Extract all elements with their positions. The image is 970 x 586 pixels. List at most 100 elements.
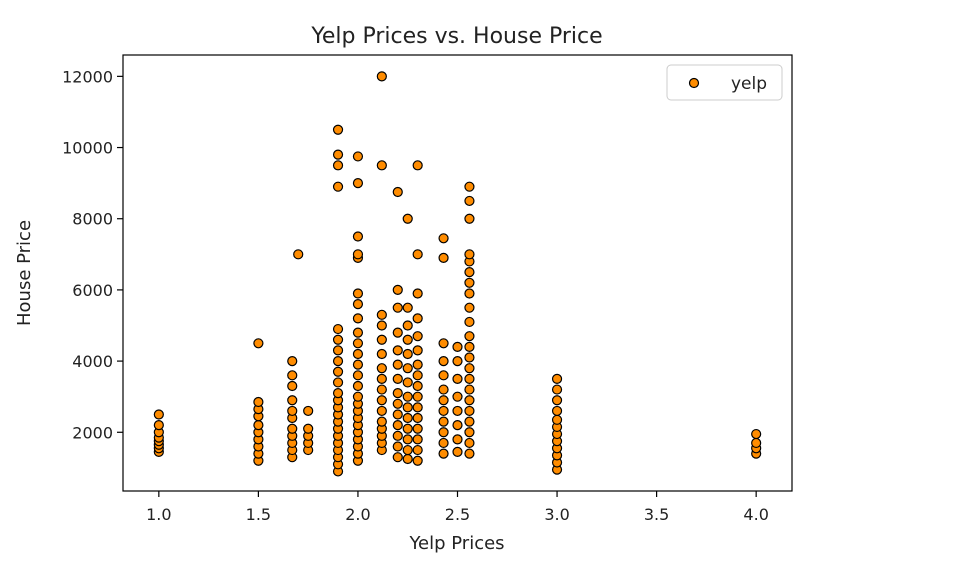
data-point <box>402 453 413 465</box>
data-point <box>376 363 387 374</box>
data-point <box>464 288 475 299</box>
data-point <box>153 420 164 431</box>
data-point <box>452 434 463 445</box>
data-point <box>287 370 298 381</box>
data-point <box>376 320 387 331</box>
data-point <box>412 288 423 299</box>
data-point <box>352 370 364 381</box>
data-point <box>402 363 413 374</box>
data-point <box>464 373 475 384</box>
data-point <box>452 355 463 367</box>
x-axis-label: Yelp Prices <box>408 533 504 554</box>
data-point <box>438 395 449 406</box>
data-point <box>392 420 403 431</box>
data-point <box>402 302 413 313</box>
data-point <box>464 213 475 224</box>
data-point <box>551 373 563 384</box>
data-point <box>464 437 475 449</box>
data-point <box>352 327 364 338</box>
data-point <box>464 384 475 395</box>
data-point <box>551 405 563 417</box>
data-point <box>376 71 387 82</box>
data-point <box>438 252 449 263</box>
data-point <box>402 213 413 224</box>
data-point <box>412 331 423 342</box>
data-point <box>412 444 423 456</box>
data-point <box>332 323 344 335</box>
data-point <box>352 231 364 242</box>
data-point <box>464 448 475 459</box>
data-point <box>452 373 463 384</box>
data-point <box>412 423 423 434</box>
legend-box <box>666 64 783 101</box>
data-point <box>464 302 475 313</box>
data-point <box>332 334 344 345</box>
data-point <box>438 355 449 367</box>
scatter-points <box>153 71 762 477</box>
data-point <box>352 178 364 189</box>
data-point <box>332 388 344 399</box>
data-point <box>452 420 463 431</box>
data-point <box>352 338 364 349</box>
data-point <box>412 402 423 413</box>
legend: yelp <box>666 64 783 101</box>
data-point <box>392 441 403 452</box>
data-point <box>392 388 403 399</box>
data-point <box>392 284 403 296</box>
data-point <box>464 181 475 192</box>
data-point <box>402 412 413 424</box>
x-tick-label: 1.5 <box>246 505 271 524</box>
data-point <box>438 370 449 381</box>
data-point <box>402 423 413 434</box>
data-point <box>464 267 475 278</box>
x-tick-label: 3.5 <box>644 505 669 524</box>
data-point <box>287 423 298 434</box>
data-point <box>464 277 475 288</box>
data-point <box>392 345 403 356</box>
x-tick-label: 2.5 <box>445 505 470 524</box>
data-point <box>376 373 387 384</box>
data-point <box>376 416 387 427</box>
data-point <box>376 334 387 345</box>
data-point <box>464 427 475 438</box>
y-axis: 2000 4000 6000 8000 10000 12000 <box>62 67 123 442</box>
data-point <box>452 391 463 402</box>
y-tick-label: 6000 <box>72 281 113 300</box>
data-point <box>392 409 403 420</box>
data-point <box>438 427 449 438</box>
data-point <box>392 398 403 409</box>
data-point <box>352 359 364 370</box>
data-point <box>438 448 449 459</box>
data-point <box>352 249 364 260</box>
data-point <box>287 355 298 367</box>
data-point <box>438 233 449 244</box>
data-point <box>438 338 449 349</box>
data-point <box>551 384 563 395</box>
data-point <box>402 348 413 360</box>
data-point <box>464 249 475 260</box>
data-point <box>293 249 304 260</box>
data-point <box>412 434 423 445</box>
data-point <box>402 334 413 345</box>
data-point <box>352 151 364 162</box>
data-point <box>412 455 423 466</box>
chart-title: Yelp Prices vs. House Price <box>310 24 602 49</box>
data-point <box>392 373 403 384</box>
data-point <box>392 186 403 198</box>
y-tick-label: 4000 <box>72 352 113 371</box>
data-point <box>376 160 387 171</box>
data-point <box>464 416 475 427</box>
data-point <box>412 345 423 356</box>
data-point <box>402 434 413 445</box>
y-tick-label: 12000 <box>62 67 113 86</box>
data-point <box>287 405 298 417</box>
data-point <box>412 359 423 370</box>
data-point <box>464 395 475 406</box>
data-point <box>438 437 449 449</box>
data-point <box>332 181 344 192</box>
data-point <box>303 423 314 434</box>
data-point <box>376 309 387 320</box>
data-point <box>412 391 423 402</box>
data-point <box>376 384 387 395</box>
data-point <box>352 288 364 299</box>
